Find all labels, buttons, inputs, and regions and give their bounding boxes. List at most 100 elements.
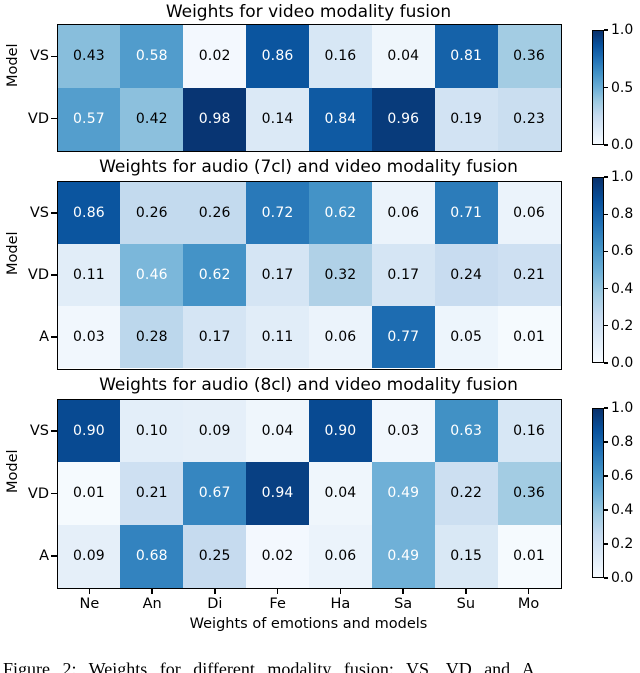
heatmap-cell-A-Ne: 0.03 [57, 306, 121, 369]
heatmap-cell-VD-Sa: 0.17 [371, 243, 435, 307]
heatmap-cell-A-Mo: 0.01 [497, 306, 561, 369]
y-tick-label: VD [27, 110, 49, 127]
heatmap-cell-A-Mo: 0.01 [497, 524, 561, 588]
x-tick-label: Mo [517, 596, 540, 612]
y-tick-label: A [39, 329, 49, 345]
colorbar-tick-label: 0.0 [611, 570, 634, 586]
colorbar-tick-label: 0.8 [611, 434, 634, 450]
heatmap-cell-VD-An: 0.42 [120, 87, 184, 151]
x-tick-label: Su [456, 596, 476, 612]
y-tick-mark [51, 212, 57, 214]
heatmap-cell-VS-Fe: 0.86 [246, 24, 309, 88]
colorbar-tick-label: 0.0 [611, 137, 634, 153]
heatmap-cell-VD-Sa: 0.96 [371, 87, 435, 151]
x-tick-mark [339, 588, 342, 594]
colorbar-tick-label: 0.6 [611, 468, 634, 484]
heatmap-cell-VD-Su: 0.22 [434, 462, 498, 525]
heatmap-cell-VS-Mo: 0.36 [497, 24, 561, 88]
x-tick-label: Sa [394, 596, 413, 612]
heatmap-grid: 0.90 0.10 0.09 0.04 0.90 0.03 0.63 0.16 0.01 0.21… [57, 399, 561, 588]
heatmap-cell-A-Ha: 0.06 [309, 306, 372, 369]
x-tick-mark [151, 588, 153, 594]
heatmap-cell-VD-Ne: 0.57 [57, 87, 121, 151]
heatmap-audio8cl: 0.90 0.10 0.09 0.04 0.90 0.03 0.63 0.16 0.01 0.21… [56, 398, 562, 589]
x-tick-mark [88, 588, 91, 594]
y-tick-label: A [39, 547, 49, 564]
x-tick-label: Di [207, 596, 223, 612]
heatmap-cell-VD-An: 0.46 [120, 243, 184, 307]
heatmap-cell-A-Ha: 0.06 [309, 524, 372, 588]
heatmap-cell-VD-An: 0.21 [120, 462, 184, 525]
heatmap-cell-A-Su: 0.05 [434, 306, 498, 369]
colorbar-tick-mark [604, 509, 608, 511]
y-tick-mark [51, 274, 57, 276]
heatmap-cell-A-Ne: 0.09 [57, 524, 121, 588]
heatmap-cell-A-An: 0.28 [120, 306, 184, 369]
colorbar-tick-label: 1.0 [611, 169, 634, 185]
heatmap-cell-VD-Di: 0.98 [183, 87, 247, 151]
heatmap-cell-VD-Ha: 0.32 [309, 243, 372, 307]
colorbar-tick-mark [604, 29, 608, 31]
heatmap-cell-VS-Mo: 0.16 [497, 399, 561, 463]
colorbar-tick-label: 1.0 [611, 22, 634, 38]
heatmap-cell-VS-Fe: 0.04 [246, 399, 309, 463]
figure-caption: Figure 2: Weights for different modality… [3, 659, 535, 673]
y-tick-mark [51, 55, 57, 57]
colorbar-tick-label: 0.8 [611, 206, 634, 223]
heatmap-cell-VS-Ha: 0.62 [309, 181, 372, 244]
colorbar-tick-mark [604, 325, 608, 327]
heatmap-cell-VS-Ha: 0.90 [309, 399, 372, 463]
heatmap-cell-A-Fe: 0.02 [246, 524, 309, 588]
heatmap-cell-VS-Ha: 0.16 [309, 24, 372, 88]
heatmap-cell-VD-Ne: 0.01 [57, 462, 121, 525]
heatmap-cell-VS-Di: 0.26 [183, 181, 247, 244]
colorbar-tick-mark [604, 475, 608, 477]
heatmap-cell-VD-Fe: 0.14 [246, 87, 309, 151]
heatmap-cell-VS-An: 0.58 [120, 24, 184, 88]
y-tick-label: VS [29, 205, 49, 221]
x-tick-mark [465, 588, 467, 594]
heatmap-cell-VD-Su: 0.24 [434, 243, 498, 307]
colorbar-tick-label: 0.4 [611, 502, 634, 518]
heatmap-cell-VD-Mo: 0.36 [497, 462, 561, 525]
heatmap-cell-A-Sa: 0.49 [371, 524, 435, 588]
heatmap-cell-A-Su: 0.15 [434, 524, 498, 588]
colorbar-audio8cl [592, 408, 604, 578]
heatmap-cell-VS-Mo: 0.06 [497, 181, 561, 244]
y-tick-mark [51, 492, 57, 495]
x-tick-label: Fe [269, 596, 286, 612]
heatmap-cell-VD-Su: 0.19 [434, 87, 498, 151]
heatmap-grid: 0.43 0.58 0.02 0.86 0.16 0.04 0.81 0.36 0.57 0.42… [57, 24, 561, 151]
chart-title-audio8cl: Weights for audio (8cl) and video modali… [99, 375, 518, 395]
colorbar-tick-label: 0.2 [611, 317, 634, 334]
heatmap-cell-VS-Su: 0.63 [434, 399, 498, 463]
y-tick-mark [51, 555, 57, 557]
y-tick-label: VS [29, 423, 49, 440]
heatmap-cell-VS-Sa: 0.03 [371, 399, 435, 463]
colorbar-tick-mark [604, 86, 608, 89]
heatmap-cell-VS-Su: 0.81 [434, 24, 498, 88]
x-tick-mark [527, 588, 530, 594]
heatmap-cell-VS-Ne: 0.86 [57, 181, 121, 244]
heatmap-cell-VD-Di: 0.62 [183, 243, 247, 307]
y-tick-mark [51, 430, 57, 432]
y-tick-label: VS [29, 48, 49, 65]
colorbar-tick-mark [604, 250, 608, 253]
y-tick-mark [51, 336, 57, 338]
colorbar-tick-mark [604, 287, 608, 290]
heatmap-cell-VD-Fe: 0.17 [246, 243, 309, 307]
x-tick-mark [214, 588, 216, 594]
y-tick-label: VD [27, 267, 49, 283]
heatmap-cell-VD-Mo: 0.21 [497, 243, 561, 307]
x-tick-label: An [142, 596, 162, 612]
chart-title-audio7cl: Weights for audio (7cl) and video modali… [99, 157, 518, 177]
heatmap-cell-VS-Ne: 0.43 [57, 24, 121, 88]
y-tick-label: VD [27, 485, 49, 502]
heatmap-cell-A-Sa: 0.77 [371, 306, 435, 369]
heatmap-cell-A-Di: 0.25 [183, 524, 247, 588]
heatmap-cell-A-An: 0.68 [120, 524, 184, 588]
x-tick-label: Ne [79, 596, 100, 612]
x-tick-mark [276, 588, 279, 594]
x-tick-label: Ha [330, 596, 351, 612]
y-tick-mark [51, 118, 57, 120]
